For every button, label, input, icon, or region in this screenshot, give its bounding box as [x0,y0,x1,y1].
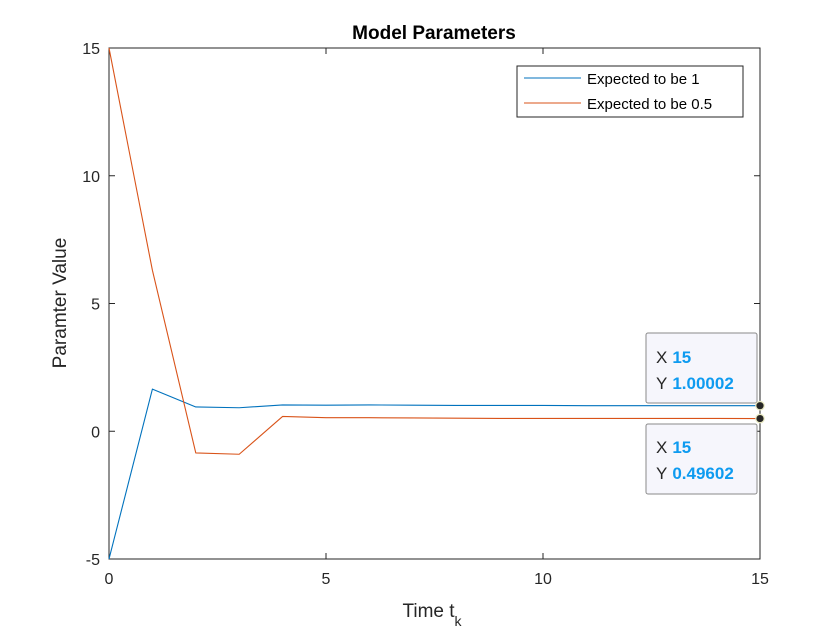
x-tick-label: 10 [534,571,552,588]
datatip-box [645,332,758,404]
y-tick-label: 15 [82,41,100,58]
x-tick-label: 0 [105,571,114,588]
datatip-x-label: X [656,438,667,457]
y-tick-label: 0 [91,424,100,441]
legend-label-series-2: Expected to be 0.5 [587,96,712,113]
y-tick-label: -5 [86,552,100,569]
x-tick-label: 15 [751,571,769,588]
datatip-x-value: 15 [672,348,691,367]
x-axis-title: Time tk [402,601,462,629]
datatip-markers [755,400,765,424]
x-tick-label: 5 [322,571,331,588]
y-tick-label: 5 [91,297,100,314]
datatip-y-row: Y 0.49602 [656,464,734,483]
legend-box [516,65,744,118]
datatip-marker-1 [755,400,765,411]
datatip-x-row: X 15 [656,438,691,457]
datatip-box [645,423,758,495]
datatip-series-2[interactable]: X 15 Y 0.49602 [645,423,758,495]
datatip-y-label: Y [656,464,667,483]
datatip-y-value: 1.00002 [672,374,733,393]
series-lines [108,47,761,560]
series-line-2 [108,47,761,455]
series-line-1 [108,388,761,560]
x-axis-title-subscript: k [455,613,463,629]
legend[interactable]: Expected to be 1 Expected to be 0.5 [516,65,744,118]
axis-ticks: 0 5 10 15 -5 0 5 10 15 [82,41,769,588]
datatip-y-row: Y 1.00002 [656,374,734,393]
x-axis-title-main: Time t [402,601,455,622]
y-tick-label: 10 [82,169,100,186]
datatip-y-label: Y [656,374,667,393]
datatip-x-row: X 15 [656,348,691,367]
datatip-series-1[interactable]: X 15 Y 1.00002 [645,332,758,404]
datatip-marker-2 [755,413,765,424]
y-axis-title: Paramter Value [50,238,71,369]
datatip-x-value: 15 [672,438,691,457]
datatip-x-label: X [656,348,667,367]
datatip-y-value: 0.49602 [672,464,733,483]
chart-title: Model Parameters [352,23,516,44]
legend-label-series-1: Expected to be 1 [587,71,700,88]
